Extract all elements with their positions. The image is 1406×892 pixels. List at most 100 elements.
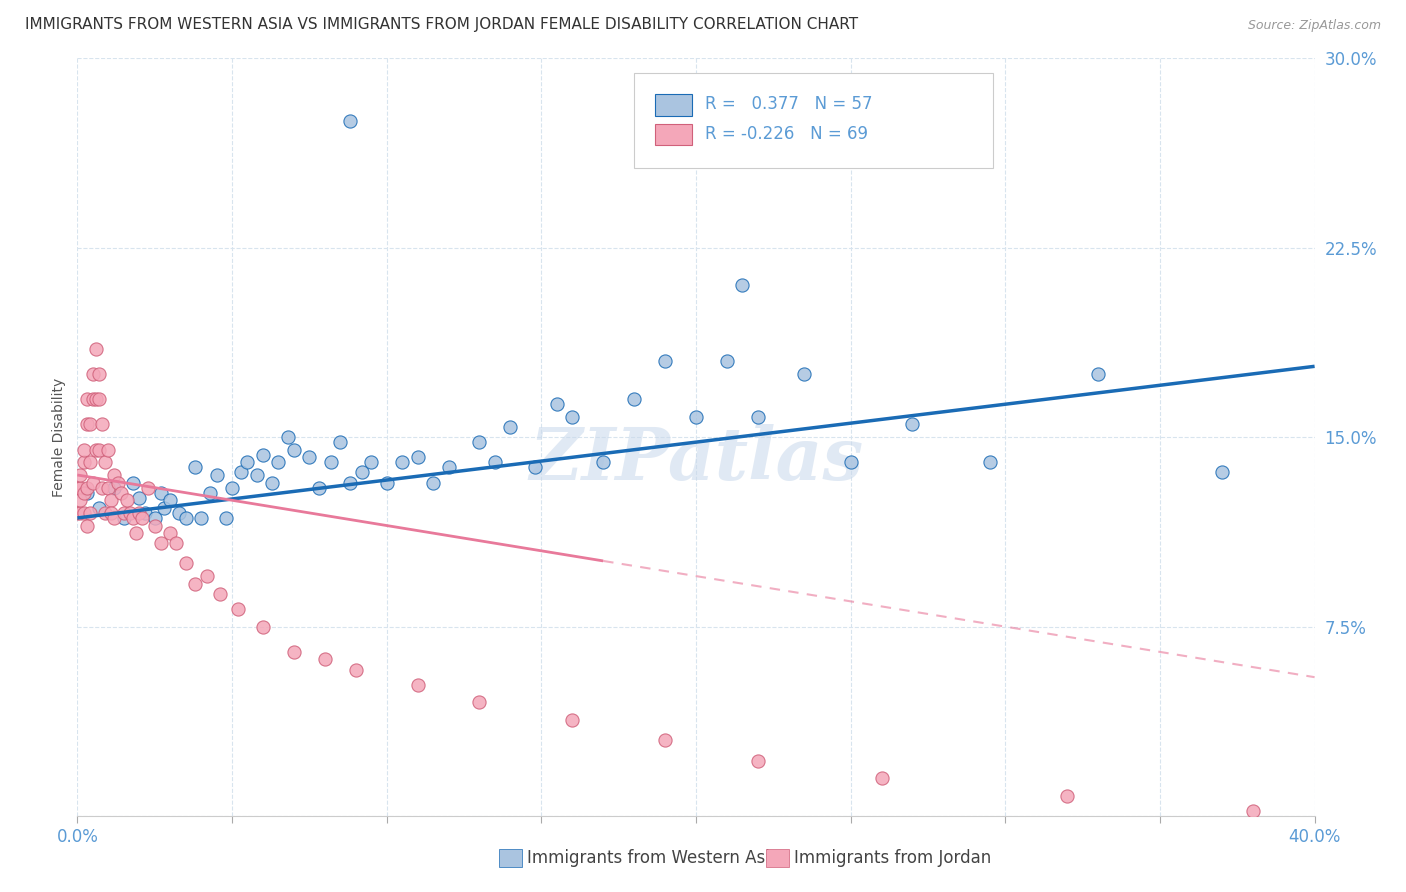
Point xyxy=(153,500,176,515)
Point xyxy=(97,481,120,495)
Point xyxy=(100,506,122,520)
Point xyxy=(747,409,769,424)
Point xyxy=(437,460,460,475)
Point xyxy=(1087,367,1109,381)
Text: Immigrants from Western Asia: Immigrants from Western Asia xyxy=(527,849,780,867)
Point xyxy=(870,771,893,786)
Point xyxy=(69,493,91,508)
Point xyxy=(72,455,94,469)
Point xyxy=(499,420,522,434)
Point xyxy=(103,511,125,525)
Point xyxy=(91,481,114,495)
Point xyxy=(76,481,98,495)
Point xyxy=(149,536,172,550)
Point xyxy=(484,455,506,469)
Point xyxy=(283,442,305,457)
Point xyxy=(100,493,122,508)
Y-axis label: Female Disability: Female Disability xyxy=(52,377,66,497)
Point xyxy=(128,506,150,520)
Point xyxy=(134,506,156,520)
Point xyxy=(190,511,212,525)
Text: R =   0.377   N = 57: R = 0.377 N = 57 xyxy=(704,95,872,113)
Point xyxy=(125,526,148,541)
Point xyxy=(901,417,924,432)
Point xyxy=(159,493,181,508)
Point xyxy=(84,342,107,356)
Point xyxy=(66,506,89,520)
Point xyxy=(97,442,120,457)
Point xyxy=(131,511,153,525)
Point xyxy=(329,435,352,450)
Point xyxy=(215,511,238,525)
Text: IMMIGRANTS FROM WESTERN ASIA VS IMMIGRANTS FROM JORDAN FEMALE DISABILITY CORRELA: IMMIGRANTS FROM WESTERN ASIA VS IMMIGRAN… xyxy=(25,17,859,31)
Point xyxy=(87,500,110,515)
Point xyxy=(716,354,738,368)
Point xyxy=(87,392,110,407)
Point xyxy=(118,506,141,520)
Point xyxy=(91,417,114,432)
Point xyxy=(654,354,676,368)
Point xyxy=(375,475,398,490)
Point xyxy=(143,511,166,525)
Point xyxy=(69,467,91,482)
Point xyxy=(406,678,429,692)
Point xyxy=(1211,466,1233,480)
Point xyxy=(314,652,336,666)
Point xyxy=(350,466,373,480)
Text: Source: ZipAtlas.com: Source: ZipAtlas.com xyxy=(1247,19,1381,31)
Point xyxy=(731,278,754,293)
Point xyxy=(226,602,249,616)
Point xyxy=(252,619,274,633)
Point xyxy=(174,511,197,525)
Point xyxy=(72,506,94,520)
Point xyxy=(793,367,815,381)
Point xyxy=(110,485,132,500)
Point xyxy=(94,506,117,520)
Point xyxy=(76,485,98,500)
Point xyxy=(205,467,228,482)
Point xyxy=(685,409,707,424)
Point xyxy=(94,455,117,469)
Point xyxy=(283,645,305,659)
Point xyxy=(159,526,181,541)
Point xyxy=(165,536,187,550)
Point xyxy=(468,435,491,450)
Point xyxy=(82,392,104,407)
Point xyxy=(79,506,101,520)
Point xyxy=(422,475,444,490)
Text: R = -0.226   N = 69: R = -0.226 N = 69 xyxy=(704,125,868,143)
Point xyxy=(174,557,197,571)
Point xyxy=(122,475,145,490)
Point xyxy=(115,493,138,508)
Point xyxy=(406,450,429,465)
Point xyxy=(122,511,145,525)
FancyBboxPatch shape xyxy=(655,95,692,116)
Point xyxy=(747,754,769,768)
Point xyxy=(298,450,321,465)
Point xyxy=(524,460,547,475)
Point xyxy=(344,663,367,677)
Point xyxy=(979,455,1001,469)
Point xyxy=(561,713,583,727)
Point xyxy=(319,455,342,469)
Point xyxy=(149,485,172,500)
Point xyxy=(82,475,104,490)
Point xyxy=(1056,789,1078,803)
Point xyxy=(839,455,862,469)
Point xyxy=(103,481,125,495)
Point xyxy=(623,392,645,407)
Point xyxy=(79,417,101,432)
Point xyxy=(169,506,191,520)
Point xyxy=(69,506,91,520)
Point xyxy=(112,506,135,520)
Text: ZIPatlas: ZIPatlas xyxy=(529,425,863,495)
Point xyxy=(546,397,568,411)
Point xyxy=(128,491,150,505)
Point xyxy=(84,392,107,407)
Point xyxy=(87,367,110,381)
Point xyxy=(69,481,91,495)
Point xyxy=(391,455,413,469)
Point xyxy=(66,481,89,495)
Point xyxy=(84,442,107,457)
Point xyxy=(143,518,166,533)
